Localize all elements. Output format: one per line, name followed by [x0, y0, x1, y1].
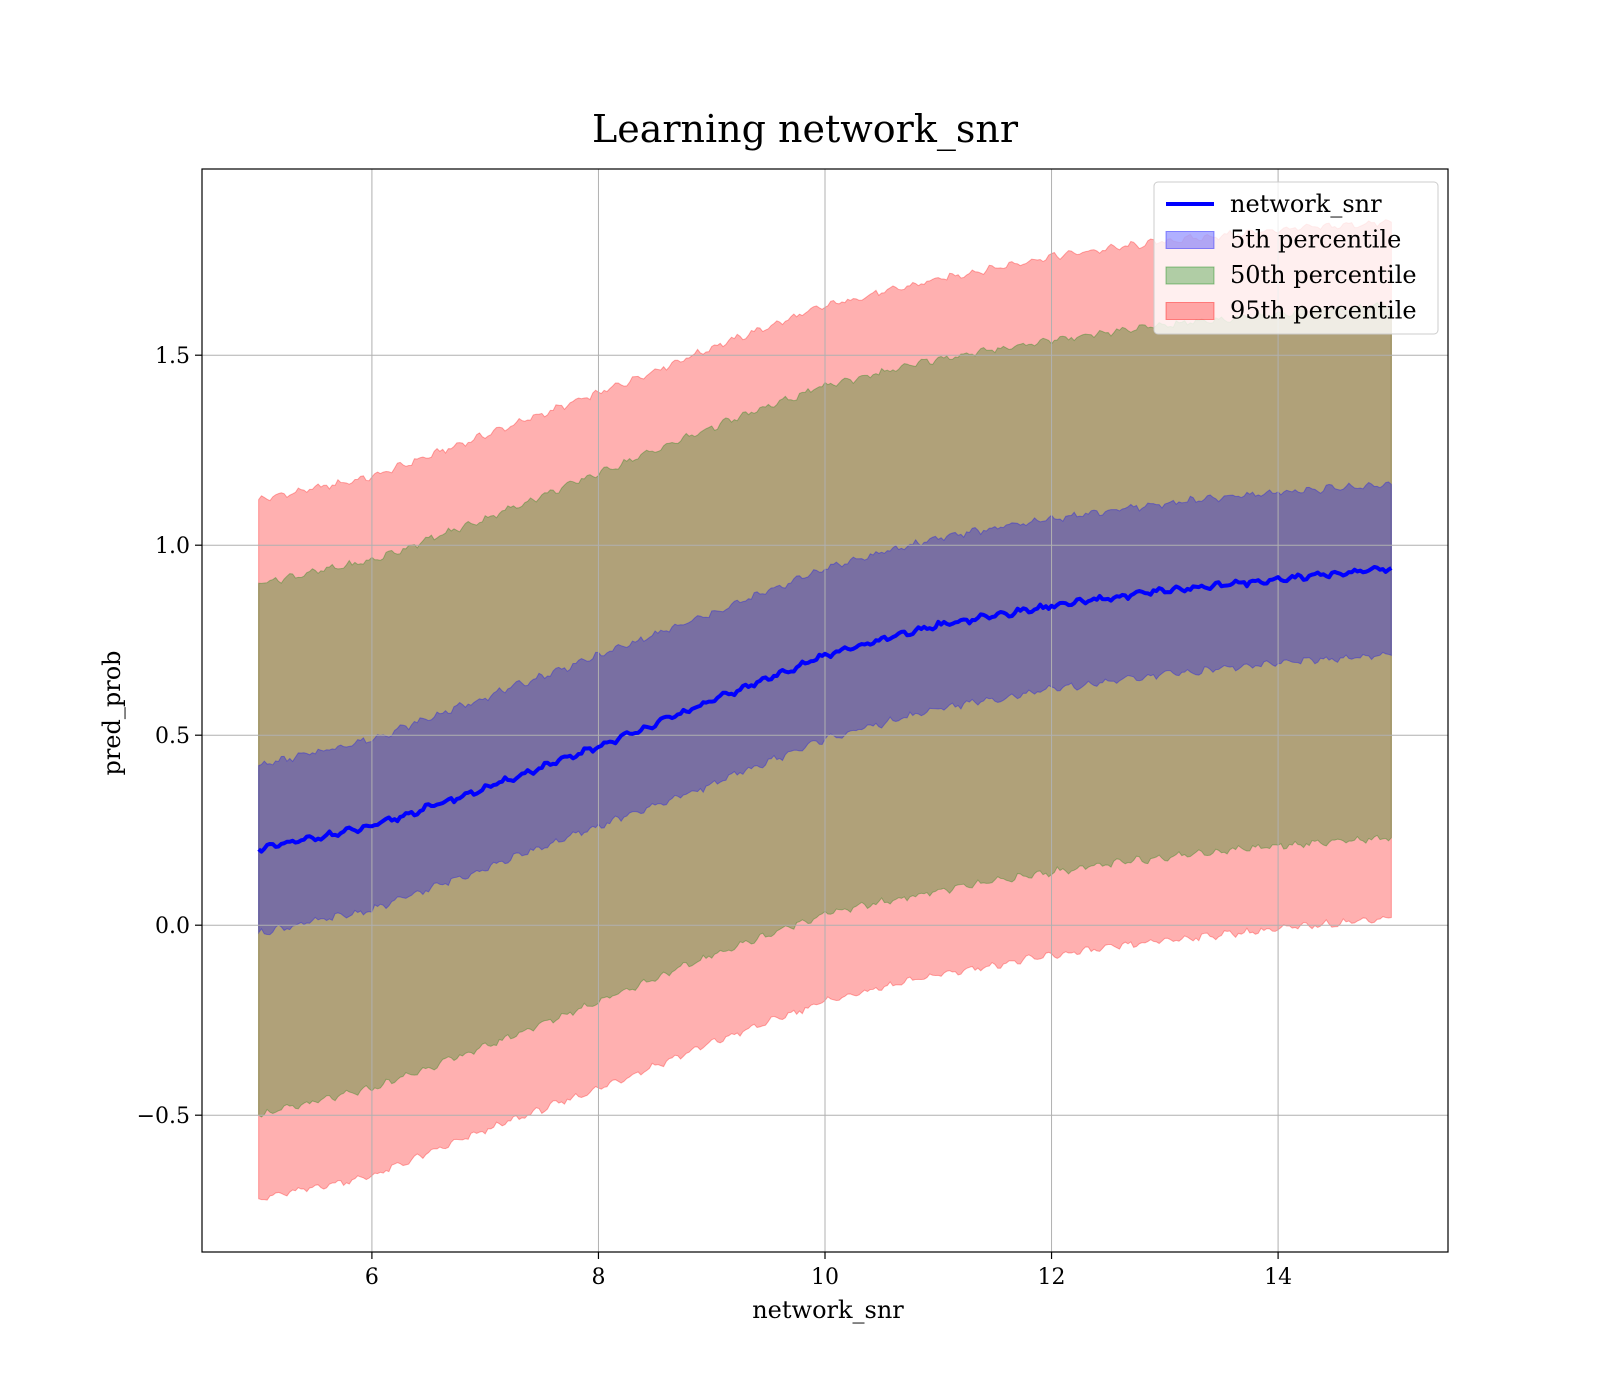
x-axis-ticks: 6 8 10 12 14 — [365, 1252, 1292, 1290]
x-tick-label: 14 — [1264, 1265, 1292, 1290]
grid-lines — [202, 169, 1448, 1252]
legend-box — [1153, 181, 1439, 335]
y-tick-label: 1.5 — [155, 344, 190, 369]
y-tick-label: 0.5 — [155, 724, 190, 749]
y-tick-label: −0.5 — [137, 1104, 190, 1129]
x-tick-label: 10 — [811, 1265, 839, 1290]
x-tick-label: 12 — [1038, 1265, 1066, 1290]
chart-title: Learning network_snr — [592, 107, 1019, 152]
y-tick-label: 1.0 — [155, 534, 190, 559]
series-line-network_snr — [257, 564, 1393, 854]
y-axis-label: pred_prob — [98, 650, 126, 775]
legend-label: network_snr — [1230, 190, 1382, 218]
legend-swatch — [1165, 302, 1215, 320]
x-tick-label: 6 — [365, 1265, 379, 1290]
legend-swatch — [1165, 266, 1215, 285]
legend: network_snr 5th percentile 50th percentile… — [1153, 181, 1439, 335]
x-axis-label: network_snr — [752, 1296, 904, 1324]
legend-swatch — [1165, 231, 1215, 249]
legend-label: 95th percentile — [1230, 297, 1417, 325]
legend-label: 50th percentile — [1230, 261, 1417, 289]
plot-area — [201, 168, 1449, 1253]
y-axis-ticks: −0.5 0.0 0.5 1.0 1.5 — [137, 344, 202, 1129]
series-lines — [257, 564, 1393, 854]
y-tick-label: 0.0 — [155, 914, 190, 939]
x-tick-label: 8 — [591, 1265, 605, 1290]
legend-label: 5th percentile — [1230, 226, 1401, 254]
